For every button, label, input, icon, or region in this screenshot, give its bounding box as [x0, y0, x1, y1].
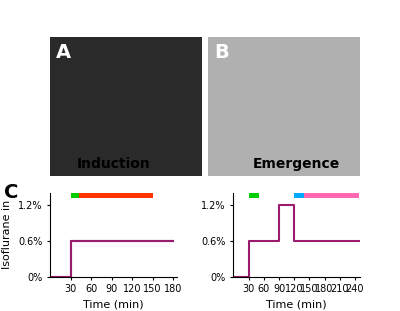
Y-axis label: Isoflurane in: Isoflurane in — [2, 200, 12, 269]
Bar — [79, 193, 152, 198]
Bar — [304, 193, 359, 198]
Title: Induction: Induction — [76, 157, 150, 171]
Bar — [70, 193, 79, 198]
Bar — [294, 193, 304, 198]
Text: B: B — [214, 43, 229, 62]
Bar — [249, 193, 259, 198]
X-axis label: Time (min): Time (min) — [266, 300, 327, 310]
Text: A: A — [56, 43, 71, 62]
X-axis label: Time (min): Time (min) — [83, 300, 144, 310]
Text: C: C — [4, 183, 18, 202]
Title: Emergence: Emergence — [253, 157, 340, 171]
